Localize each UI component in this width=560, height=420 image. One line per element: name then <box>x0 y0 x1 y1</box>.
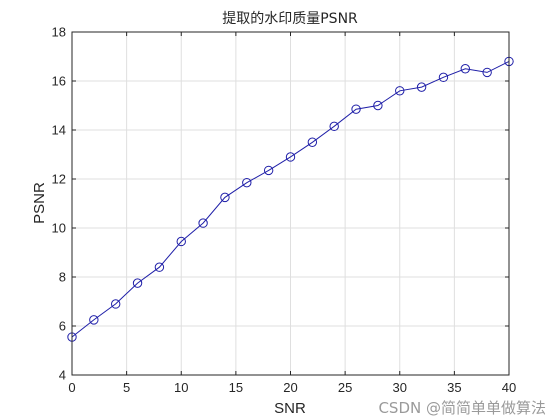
x-axis-title: SNR <box>274 400 306 417</box>
data-point <box>111 299 121 309</box>
y-axis-title: PSNR <box>31 182 48 224</box>
data-point <box>132 278 143 288</box>
data-point <box>89 315 99 325</box>
data-point <box>198 218 208 228</box>
x-tick-label: 35 <box>447 380 461 395</box>
x-tick-label: 10 <box>174 380 188 395</box>
data-point <box>154 262 165 272</box>
series-line <box>71 60 510 338</box>
x-tick-label: 25 <box>338 380 352 395</box>
data-point <box>416 82 427 92</box>
data-point <box>482 67 492 78</box>
y-tick-label: 14 <box>52 123 66 138</box>
data-point <box>460 64 470 74</box>
chart-title: 提取的水印质量PSNR <box>222 11 358 27</box>
watermark: CSDN @简简单单做算法 <box>378 399 546 417</box>
y-tick-label: 6 <box>59 319 66 334</box>
data-point <box>176 236 186 247</box>
y-tick-label: 12 <box>52 172 66 187</box>
data-point <box>307 137 318 147</box>
y-tick-label: 10 <box>52 221 66 236</box>
y-tick-label: 4 <box>59 368 66 383</box>
x-tick-label: 30 <box>393 380 407 395</box>
series-layer <box>67 56 514 342</box>
data-point <box>329 121 339 132</box>
x-tick-label: 20 <box>283 380 297 395</box>
tick-marks <box>71 31 510 376</box>
x-tick-labels: 0 5 10 15 20 25 30 35 40 <box>68 380 516 395</box>
y-tick-labels: 4 6 8 10 12 14 16 18 <box>52 25 66 383</box>
y-tick-label: 8 <box>59 270 66 285</box>
x-tick-label: 0 <box>68 380 75 395</box>
y-tick-label: 16 <box>52 74 66 89</box>
x-tick-label: 15 <box>229 380 243 395</box>
y-tick-label: 18 <box>52 25 66 40</box>
x-tick-label: 40 <box>502 380 516 395</box>
data-point <box>285 152 296 162</box>
data-point <box>438 72 449 83</box>
data-point <box>351 104 361 114</box>
data-point <box>220 192 230 203</box>
data-point <box>263 165 274 176</box>
data-point <box>373 100 383 111</box>
x-tick-label: 5 <box>123 380 130 395</box>
data-point <box>242 177 252 188</box>
data-point <box>395 86 405 96</box>
